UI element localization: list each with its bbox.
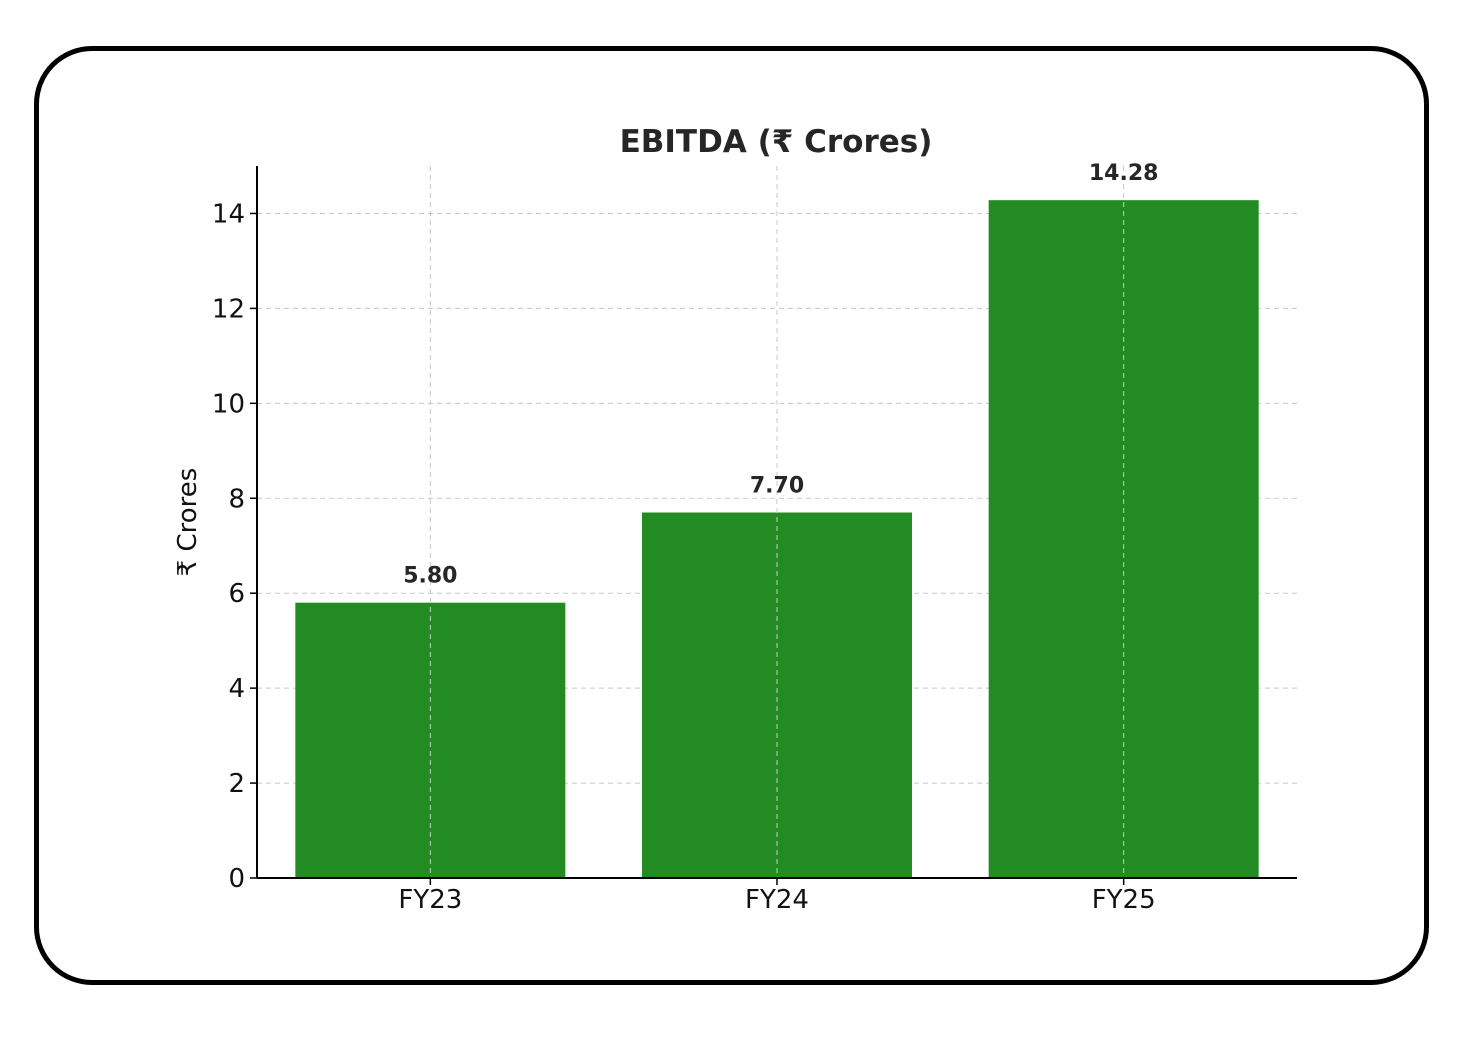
y-tick-label: 10 [212, 389, 245, 419]
y-tick-label: 12 [212, 294, 245, 324]
y-tick-label: 2 [228, 769, 245, 799]
axes [250, 166, 1297, 885]
bar-value-label: 5.80 [403, 564, 457, 589]
y-tick-label: 0 [228, 864, 245, 894]
chart-title: EBITDA (₹ Crores) [620, 124, 933, 160]
bar-value-label: 7.70 [750, 474, 804, 499]
vertical-grid-lines [429, 166, 1125, 878]
y-tick-label: 8 [228, 484, 245, 514]
labels: 0 2 4 6 8 10 12 14 5.80 FY23 7.70 FY24 14.28 FY25 [212, 161, 1159, 915]
y-tick-label: 6 [228, 579, 245, 609]
x-tick-label: FY23 [398, 885, 462, 915]
bar-value-label: 14.28 [1089, 161, 1159, 186]
y-axis-label: ₹ Crores [173, 468, 203, 577]
x-tick-label: FY24 [745, 885, 809, 915]
x-tick-label: FY25 [1092, 885, 1156, 915]
y-tick-label: 14 [212, 199, 245, 229]
y-tick-label: 4 [228, 674, 245, 704]
